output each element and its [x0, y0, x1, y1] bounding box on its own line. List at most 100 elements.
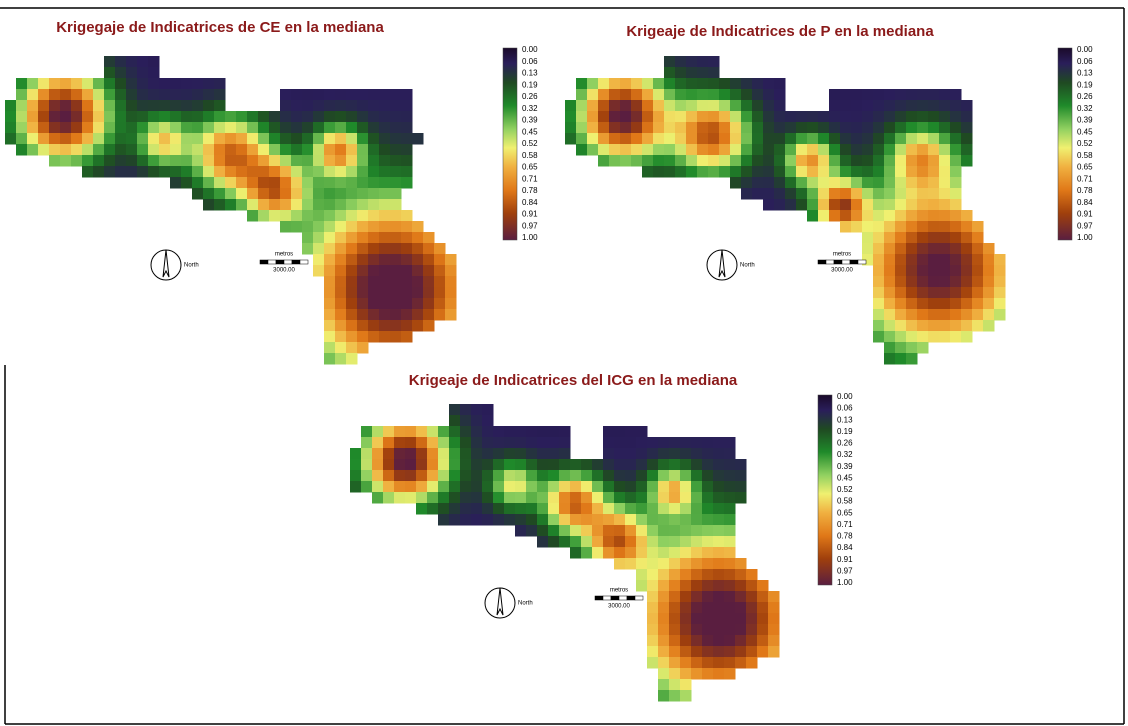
map-cell — [741, 188, 753, 200]
map-cell — [16, 133, 28, 145]
map-cell — [104, 78, 116, 90]
map-cell — [730, 177, 742, 189]
scale-title: metros — [833, 252, 851, 258]
map-cell — [390, 287, 402, 299]
map-cell — [994, 254, 1006, 266]
map-cell — [702, 657, 714, 669]
map-cell — [724, 503, 736, 515]
map-cell — [658, 448, 670, 460]
map-cell — [757, 624, 769, 636]
map-cell — [170, 78, 182, 90]
map-cell — [368, 320, 380, 332]
map-cell — [735, 657, 747, 669]
map-cell — [950, 287, 962, 299]
map-cell — [449, 448, 461, 460]
map-cell — [917, 320, 929, 332]
map-cell — [768, 624, 780, 636]
map-cell — [647, 591, 659, 603]
map-cell — [438, 470, 450, 482]
map-cell — [752, 188, 764, 200]
scale-bar — [842, 260, 850, 264]
map-cell — [357, 331, 369, 343]
map-cell — [713, 657, 725, 669]
map-cell — [669, 448, 681, 460]
map-cell — [587, 122, 599, 134]
map-cell — [247, 188, 259, 200]
scale-bar — [858, 260, 866, 264]
map-cell — [181, 100, 193, 112]
map-cell — [357, 265, 369, 277]
map-cell — [203, 89, 215, 101]
map-cell — [445, 309, 457, 321]
map-cell — [636, 426, 648, 438]
map-cell — [482, 492, 494, 504]
map-cell — [697, 166, 709, 178]
map-cell — [906, 210, 918, 222]
map-cell — [851, 177, 863, 189]
map-cell — [559, 514, 571, 526]
map-cell — [724, 602, 736, 614]
map-cell — [361, 459, 373, 471]
map-cell — [851, 210, 863, 222]
map-cell — [697, 111, 709, 123]
map-cell — [401, 210, 413, 222]
map-cell — [708, 56, 720, 68]
map-cell — [192, 89, 204, 101]
map-cell — [983, 243, 995, 255]
map-cell — [647, 547, 659, 559]
map-cell — [405, 448, 417, 460]
map-cell — [137, 155, 149, 167]
map-cell — [576, 122, 588, 134]
map-cell — [148, 133, 160, 145]
map-cell — [548, 492, 560, 504]
map-cell — [236, 199, 248, 211]
map-cell — [587, 89, 599, 101]
map-cell — [493, 426, 505, 438]
map-cell — [994, 276, 1006, 288]
map-cell — [361, 426, 373, 438]
map-cell — [724, 448, 736, 460]
map-cell — [427, 448, 439, 460]
map-cell — [581, 503, 593, 515]
map-cell — [895, 133, 907, 145]
legend-label: 0.06 — [522, 57, 538, 66]
map-cell — [884, 320, 896, 332]
map-cell — [840, 166, 852, 178]
map-cell — [983, 276, 995, 288]
map-cell — [691, 525, 703, 537]
map-cell — [49, 133, 61, 145]
map-cell — [939, 254, 951, 266]
map-cell — [884, 199, 896, 211]
map-cell — [346, 353, 358, 365]
map-cell — [906, 353, 918, 365]
map-cell — [647, 448, 659, 460]
map-cell — [493, 481, 505, 493]
map-cell — [829, 177, 841, 189]
scale-bar — [284, 260, 292, 264]
map-cell — [664, 111, 676, 123]
map-cell — [38, 144, 50, 156]
map-cell — [493, 459, 505, 471]
map-cell — [829, 188, 841, 200]
scale-value: 3000.00 — [273, 268, 295, 274]
map-cell — [675, 111, 687, 123]
map-cell — [438, 503, 450, 515]
map-cell — [939, 221, 951, 233]
map-cell — [807, 199, 819, 211]
map-cell — [181, 144, 193, 156]
map-cell — [214, 177, 226, 189]
map-cell — [335, 221, 347, 233]
map-cell — [526, 470, 538, 482]
map-cell — [840, 188, 852, 200]
map-cell — [730, 100, 742, 112]
map-cell — [269, 144, 281, 156]
map-cell — [192, 188, 204, 200]
map-cell — [390, 100, 402, 112]
map-cell — [895, 298, 907, 310]
map-cell — [269, 177, 281, 189]
map-cell — [493, 514, 505, 526]
map-cell — [258, 177, 270, 189]
map-cell — [394, 481, 406, 493]
map-cell — [576, 111, 588, 123]
map-cell — [658, 569, 670, 581]
